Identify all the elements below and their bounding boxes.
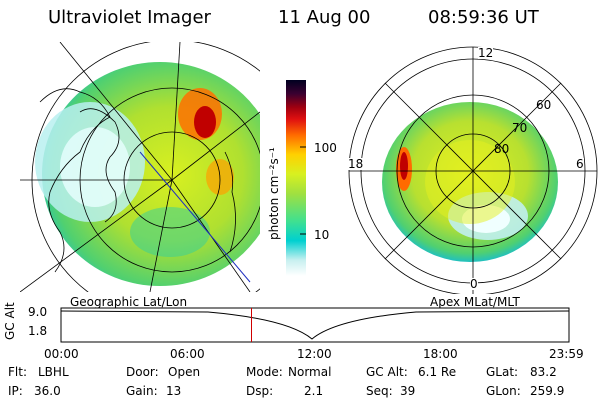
mlt-label-12: 12 <box>478 46 494 60</box>
ip-key: IP: <box>8 384 23 398</box>
glat-key: GLat: <box>486 365 519 379</box>
mlat-label-70: 70 <box>512 121 528 135</box>
colorbar-unit-label: photon cm⁻²s⁻¹ <box>267 147 281 240</box>
ip-value: 36.0 <box>34 384 61 398</box>
flt-value: LBHL <box>38 365 69 379</box>
mlt-label-0: 0 <box>470 277 478 291</box>
dsp-value: 2.1 <box>304 384 324 398</box>
right-panel-caption: Apex MLat/MLT <box>430 295 520 309</box>
instrument-title: Ultraviolet Imager <box>48 7 211 28</box>
xtick-2359: 23:59 <box>549 347 584 361</box>
glat-value: 83.2 <box>530 365 557 379</box>
gain-value: 13 <box>166 384 182 398</box>
mlt-label-18: 18 <box>348 157 364 171</box>
door-value: Open <box>168 365 201 379</box>
mode-key: Mode: <box>246 365 283 379</box>
xtick-0000: 00:00 <box>44 347 79 361</box>
colorbar-tick-100: 100 <box>314 141 337 155</box>
seq-value: 39 <box>400 384 416 398</box>
xtick-0600: 06:00 <box>170 347 205 361</box>
mlat-label-60: 60 <box>536 98 552 112</box>
door-key: Door: <box>126 365 159 379</box>
mode-value: Normal <box>288 365 332 379</box>
colorbar-ticks <box>300 146 306 235</box>
geographic-image <box>20 42 260 292</box>
time-label: 08:59:36 UT <box>428 7 539 28</box>
glon-value: 259.9 <box>530 384 565 398</box>
altitude-ytick-bottom: 1.8 <box>28 324 48 338</box>
colorbar <box>286 80 306 276</box>
colorbar-tick-10: 10 <box>314 228 330 242</box>
date-label: 11 Aug 00 <box>278 7 371 28</box>
dsp-key: Dsp: <box>246 384 274 398</box>
xtick-1800: 18:00 <box>423 347 458 361</box>
altitude-plot <box>60 307 570 343</box>
polar-image <box>348 46 598 294</box>
gcalt-key: GC Alt: <box>366 365 408 379</box>
gcalt-value: 6.1 Re <box>418 365 457 379</box>
glon-key: GLon: <box>486 384 521 398</box>
altitude-ytick-top: 9.0 <box>28 305 48 319</box>
mlat-label-80: 80 <box>494 142 510 156</box>
mlt-label-6: 6 <box>576 157 584 171</box>
gain-key: Gain: <box>126 384 158 398</box>
seq-key: Seq: <box>366 384 393 398</box>
left-panel-caption: Geographic Lat/Lon <box>70 295 188 309</box>
flt-key: Flt: <box>8 365 27 379</box>
xtick-1200: 12:00 <box>297 347 332 361</box>
altitude-ylabel: GC Alt <box>3 302 17 340</box>
